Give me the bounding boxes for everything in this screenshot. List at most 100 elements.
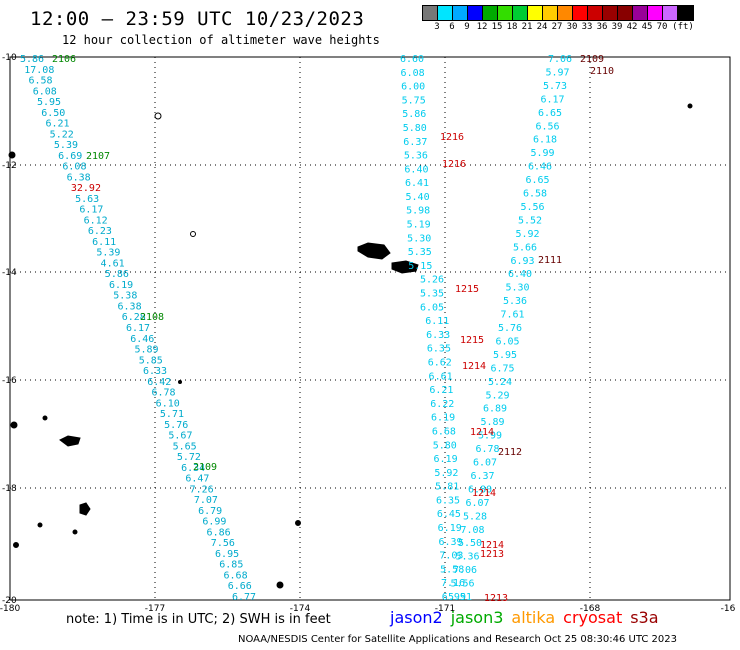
wave-height-value: 5.35 xyxy=(408,247,432,258)
wave-height-value: 6.17 xyxy=(541,94,565,105)
wave-height-value: 6.56 xyxy=(536,121,560,132)
pass-label-red: 1214 xyxy=(470,427,494,438)
footer-credit: NOAA/NESDIS Center for Satellite Applica… xyxy=(238,634,677,645)
wave-height-value: 6.08 xyxy=(401,68,425,79)
wave-height-value: 6.93 xyxy=(511,256,535,267)
colorbar-label: 39 xyxy=(611,22,623,32)
wave-height-value: 6.17 xyxy=(126,323,150,334)
wave-height-value: 6.23 xyxy=(88,226,112,237)
wave-height-value: 5.86 xyxy=(402,109,426,120)
wave-height-value: 4.61 xyxy=(101,258,125,269)
pass-label-green: 2106 xyxy=(52,54,76,65)
legend-s3a: s3a xyxy=(630,608,659,627)
colorbar-swatch xyxy=(498,6,513,20)
wave-height-value: 7.06 xyxy=(548,54,572,65)
chart-subtitle: 12 hour collection of altimeter wave hei… xyxy=(62,33,380,47)
wave-height-value: 6.85 xyxy=(219,560,243,571)
wave-height-value: 6.39 xyxy=(438,537,462,548)
colorbar-label: 24 xyxy=(536,22,548,32)
wave-height-value: 5.76 xyxy=(498,323,522,334)
wave-height-value: 5.24 xyxy=(488,377,512,388)
wave-height-value: 5.91 xyxy=(448,592,472,603)
wave-height-value: 7.08 xyxy=(461,525,485,536)
colorbar xyxy=(422,5,694,21)
colorbar-swatch xyxy=(423,6,438,20)
wave-height-value: 5.86 xyxy=(105,269,129,280)
wave-height-value: 6.40 xyxy=(508,269,532,280)
colorbar-label: 30 xyxy=(566,22,578,32)
x-tick-label: -180 xyxy=(0,604,20,614)
island-samoa-east xyxy=(391,260,419,274)
wave-height-value: 6.12 xyxy=(84,215,108,226)
wave-height-value: 6.28 xyxy=(122,312,146,323)
wave-height-value: 5.35 xyxy=(420,289,444,300)
wave-height-value: 6.34 xyxy=(181,463,205,474)
wave-height-value: 6.77 xyxy=(232,592,256,603)
island-small-11 xyxy=(178,380,182,384)
pass-label-red: 1216 xyxy=(440,132,464,143)
wave-height-value: 17.08 xyxy=(24,65,54,76)
pass-label-red: 1213 xyxy=(480,549,504,560)
wave-height-value: 6.41 xyxy=(405,178,429,189)
colorbar-label: 3 xyxy=(434,22,440,32)
island-samoa-west xyxy=(357,242,391,260)
colorbar-swatch xyxy=(618,6,633,20)
plot-frame xyxy=(9,56,731,601)
wave-height-value: 6.37 xyxy=(471,471,495,482)
wave-height-value: 5.22 xyxy=(50,129,74,140)
wave-height-value: 5.56 xyxy=(451,579,475,590)
note-text: note: 1) Time is in UTC; 2) SWH is in fe… xyxy=(66,612,331,627)
wave-height-value: 6.46 xyxy=(528,162,552,173)
colorbar-swatch xyxy=(483,6,498,20)
wave-height-value: 32.92 xyxy=(71,183,101,194)
colorbar-label: 6 xyxy=(449,22,455,32)
pass-label-darkred: 2111 xyxy=(538,255,562,266)
wave-height-value: 6.47 xyxy=(185,474,209,485)
pass-label-green: 2107 xyxy=(86,151,110,162)
x-tick-label: -168 xyxy=(580,604,601,614)
wave-height-value: 6.46 xyxy=(130,334,154,345)
wave-height-value: 7.07 xyxy=(194,495,218,506)
wave-height-value: 6.58 xyxy=(523,189,547,200)
wave-height-value: 5.36 xyxy=(503,296,527,307)
wave-height-value: 5.30 xyxy=(506,283,530,294)
wave-height-value: 5.85 xyxy=(139,355,163,366)
colorbar-swatch xyxy=(453,6,468,20)
wave-height-value: 6.08 xyxy=(62,162,86,173)
wave-height-value: 6.79 xyxy=(198,506,222,517)
x-tick-label: -177 xyxy=(145,604,165,614)
pass-label-red: 1215 xyxy=(460,335,484,346)
wave-height-value: 5.89 xyxy=(481,417,505,428)
pass-label-red: 1215 xyxy=(455,284,479,295)
colorbar-label: 70 xyxy=(656,22,668,32)
pass-label-darkred: 2112 xyxy=(498,447,522,458)
y-tick-label: -16 xyxy=(2,376,17,386)
wave-height-value: 5.56 xyxy=(521,202,545,213)
wave-height-value: 6.37 xyxy=(403,137,427,148)
colorbar-label: 12 xyxy=(476,22,488,32)
wave-height-value: 5.15 xyxy=(408,261,432,272)
wave-height-value: 5.98 xyxy=(406,206,430,217)
wave-height-value: 6.05 xyxy=(420,302,444,313)
y-tick-label: -14 xyxy=(2,268,17,278)
wave-height-value: 6.11 xyxy=(425,316,449,327)
legend-altika: altika xyxy=(511,608,556,627)
colorbar-swatch xyxy=(573,6,588,20)
wave-height-value: 5.99 xyxy=(531,148,555,159)
wave-height-value: 5.39 xyxy=(96,248,120,259)
wave-height-value: 6.19 xyxy=(109,280,133,291)
wave-height-value: 6.89 xyxy=(483,404,507,415)
colorbar-swatch xyxy=(528,6,543,20)
wave-height-value: 6.35 xyxy=(436,495,460,506)
wave-height-value: 6.18 xyxy=(533,135,557,146)
wave-height-value: 5.38 xyxy=(113,291,137,302)
wave-height-value: 7.16 xyxy=(441,578,465,589)
wave-height-value: 6.80 xyxy=(468,484,492,495)
island-small-2 xyxy=(190,231,196,237)
x-tick-label: -16 xyxy=(721,604,736,614)
islands xyxy=(8,103,693,589)
colorbar-label: 21 xyxy=(521,22,533,32)
wave-height-value: 6.10 xyxy=(156,398,180,409)
wave-height-value: 6.17 xyxy=(79,205,103,216)
wave-height-value: 5.29 xyxy=(486,390,510,401)
